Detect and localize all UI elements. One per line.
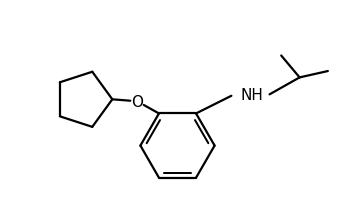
Text: NH: NH bbox=[240, 88, 263, 103]
Text: O: O bbox=[131, 95, 143, 110]
